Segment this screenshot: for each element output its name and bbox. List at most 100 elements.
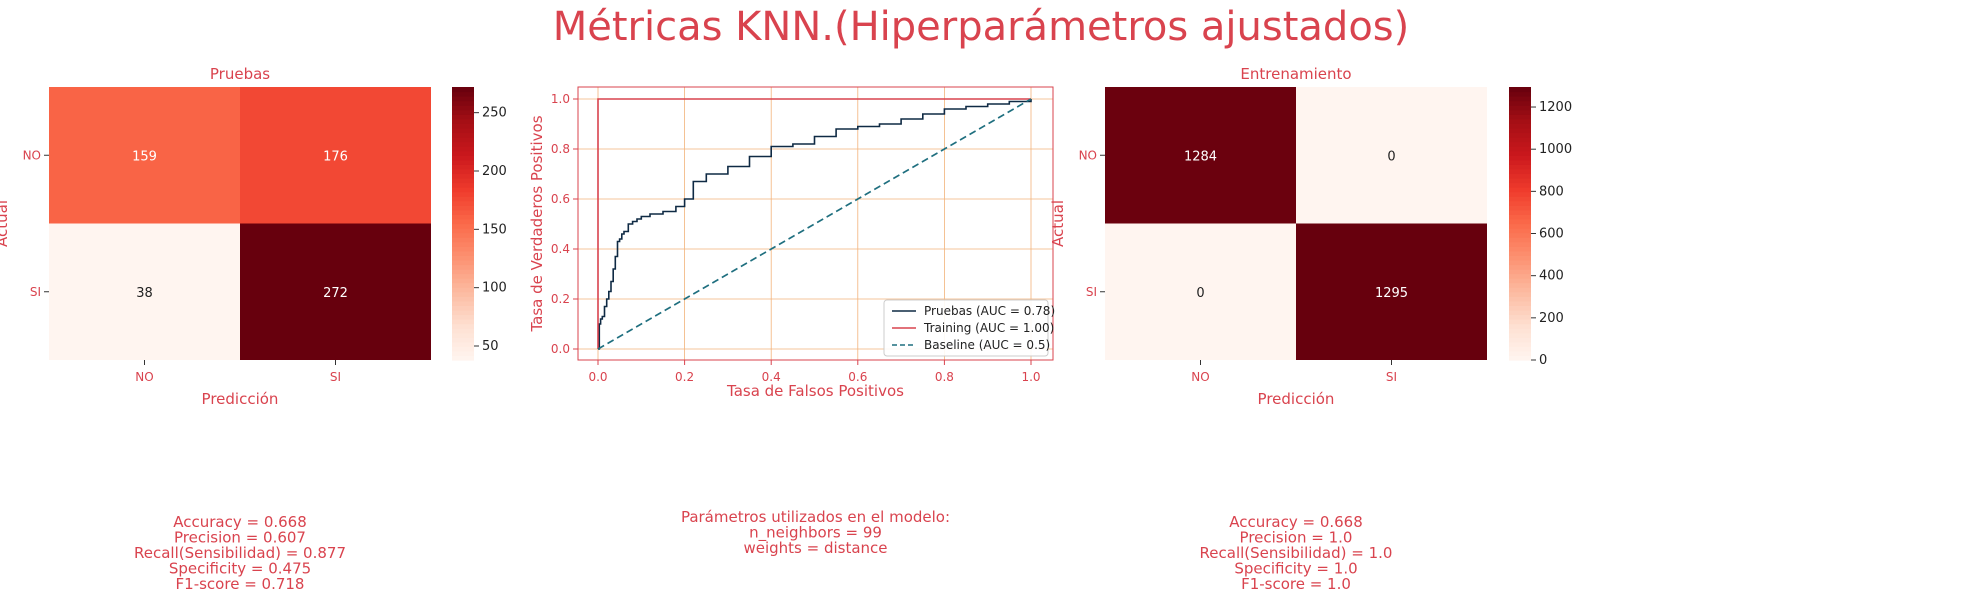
entrenamiento-colorbar-segment	[1509, 246, 1531, 252]
entrenamiento-colorbar-segment	[1509, 191, 1531, 197]
pruebas-colorbar-segment	[452, 241, 474, 247]
entrenamiento-colorbar-segment	[1509, 250, 1531, 256]
pruebas-title: Pruebas	[210, 65, 270, 83]
entrenamiento-colorbar-segment	[1509, 146, 1531, 152]
pruebas-colorbar-segment	[452, 319, 474, 325]
roc-legend	[883, 299, 1049, 357]
pruebas-cell	[240, 223, 431, 360]
entrenamiento-colorbar-segment	[1509, 164, 1531, 170]
entrenamiento-colorbar-segment	[1509, 205, 1531, 211]
entrenamiento-colorbar-segment	[1509, 296, 1531, 302]
pruebas-colorbar-segment	[452, 109, 474, 115]
entrenamiento-colorbar-segment	[1509, 123, 1531, 129]
pruebas-colorbar-segment	[452, 328, 474, 334]
pruebas-colorbar-segment	[452, 355, 474, 361]
entrenamiento-colorbar-segment	[1509, 173, 1531, 179]
pruebas-xlabel: Predicción	[202, 390, 279, 408]
entrenamiento-colorbar-segment	[1509, 355, 1531, 361]
pruebas-metric: Accuracy = 0.668	[173, 513, 307, 531]
pruebas-colorbar-segment	[452, 269, 474, 275]
pruebas-colorbar-tick-label: 200	[482, 164, 507, 179]
pruebas-colorbar-segment	[452, 278, 474, 284]
pruebas-cell-label: 176	[323, 149, 348, 164]
entrenamiento-ytick-label: NO	[1079, 148, 1097, 162]
pruebas-colorbar-segment	[452, 187, 474, 193]
entrenamiento-cell-label: 1284	[1184, 149, 1217, 164]
entrenamiento-colorbar-segment	[1509, 141, 1531, 147]
pruebas-colorbar-segment	[452, 237, 474, 243]
pruebas-colorbar-segment	[452, 259, 474, 266]
entrenamiento-colorbar-segment	[1509, 309, 1531, 316]
entrenamiento-colorbar-segment	[1509, 291, 1531, 297]
entrenamiento-title: Entrenamiento	[1240, 65, 1351, 83]
pruebas-colorbar-segment	[452, 87, 474, 93]
entrenamiento-colorbar-segment	[1509, 237, 1531, 243]
entrenamiento-cell	[1105, 87, 1296, 224]
roc-ytick-label: 1.0	[551, 92, 570, 106]
roc-ytick-label: 0.2	[551, 292, 570, 306]
entrenamiento-colorbar-segment	[1509, 150, 1531, 156]
entrenamiento-cell-label: 0	[1387, 149, 1395, 164]
pruebas-colorbar-segment	[452, 228, 474, 234]
pruebas-ylabel: Actual	[0, 200, 11, 247]
pruebas-colorbar-segment	[452, 118, 474, 124]
pruebas-colorbar-tick-label: 50	[482, 339, 499, 354]
entrenamiento-colorbar-segment	[1509, 341, 1531, 347]
roc-series-baseline	[597, 98, 1032, 350]
entrenamiento-colorbar-tick-label: 600	[1539, 227, 1564, 242]
pruebas-colorbar-segment	[452, 323, 474, 329]
entrenamiento-colorbar-segment	[1509, 346, 1531, 352]
pruebas-cell-label: 272	[323, 286, 348, 301]
pruebas-colorbar-segment	[452, 209, 474, 215]
pruebas-colorbar-segment	[452, 246, 474, 252]
entrenamiento-colorbar-segment	[1509, 228, 1531, 234]
pruebas-colorbar-segment	[452, 287, 474, 293]
pruebas-cell-label: 159	[132, 149, 157, 164]
roc-note: weights = distance	[743, 539, 887, 557]
pruebas-colorbar-tick-label: 100	[482, 281, 507, 296]
entrenamiento-colorbar-segment	[1509, 182, 1531, 188]
entrenamiento-xtick-label: SI	[1386, 370, 1397, 384]
entrenamiento-colorbar-segment	[1509, 132, 1531, 138]
pruebas-colorbar-segment	[452, 159, 474, 165]
pruebas-xtick-label: NO	[135, 370, 153, 384]
entrenamiento-colorbar-tick-label: 800	[1539, 184, 1564, 199]
pruebas-colorbar-segment	[452, 264, 474, 270]
entrenamiento-colorbar-segment	[1509, 337, 1531, 343]
entrenamiento-colorbar-segment	[1509, 223, 1531, 229]
entrenamiento-colorbar-segment	[1509, 232, 1531, 238]
roc-xtick-label: 0.0	[588, 370, 607, 384]
entrenamiento-colorbar-segment	[1509, 200, 1531, 206]
entrenamiento-colorbar-segment	[1509, 87, 1531, 93]
pruebas-colorbar-segment	[452, 309, 474, 316]
pruebas-colorbar-segment	[452, 350, 474, 357]
entrenamiento-colorbar-segment	[1509, 109, 1531, 115]
entrenamiento-colorbar-segment	[1509, 314, 1531, 320]
entrenamiento-colorbar-segment	[1509, 100, 1531, 106]
pruebas-metric: F1-score = 0.718	[176, 575, 305, 593]
pruebas-colorbar-segment	[452, 223, 474, 229]
roc-xtick-label: 0.6	[848, 370, 867, 384]
pruebas-colorbar-segment	[452, 218, 474, 225]
pruebas-colorbar-tick-label: 150	[482, 222, 507, 237]
entrenamiento-xtick-label: NO	[1191, 370, 1209, 384]
roc-ylabel: Tasa de Verdaderos Positivos	[528, 115, 546, 332]
pruebas-colorbar-segment	[452, 282, 474, 288]
entrenamiento-colorbar-segment	[1509, 91, 1531, 97]
pruebas-ytick-label: NO	[23, 148, 41, 162]
roc-chart: 0.0 0.2 0.4 0.6 0.8 1.0 0.0 0.2 0.4 0.6 0.8 1.0 Prue…	[528, 86, 1055, 557]
pruebas-colorbar-segment	[452, 332, 474, 338]
pruebas-cell	[240, 87, 431, 224]
pruebas-colorbar-segment	[452, 232, 474, 238]
pruebas-colorbar-segment	[452, 346, 474, 352]
entrenamiento-cell-label: 1295	[1375, 286, 1408, 301]
roc-xlabel: Tasa de Falsos Positivos	[726, 382, 904, 400]
pruebas-colorbar-tick-label: 250	[482, 106, 507, 121]
pruebas-metric: Precision = 0.607	[174, 529, 306, 547]
pruebas-xtick-label: SI	[330, 370, 341, 384]
entrenamiento-colorbar-tick-label: 1000	[1539, 142, 1572, 157]
pruebas-colorbar-segment	[452, 150, 474, 156]
pruebas-colorbar-segment	[452, 337, 474, 343]
entrenamiento-colorbar-segment	[1509, 96, 1531, 102]
roc-note: Parámetros utilizados en el modelo:	[681, 508, 950, 526]
